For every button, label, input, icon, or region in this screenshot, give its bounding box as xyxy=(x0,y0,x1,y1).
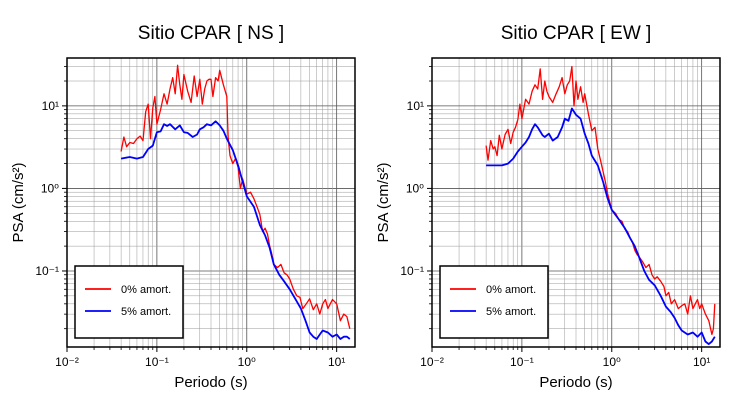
y-tick-label: 10⁰ xyxy=(406,181,424,195)
x-axis-label: Periodo (s) xyxy=(539,374,612,391)
legend-label: 0% amort. xyxy=(121,284,171,296)
series-line-blue xyxy=(120,120,351,340)
y-tick-label: 10⁰ xyxy=(41,181,59,195)
chart-title: Sitio CPAR [ NS ] xyxy=(138,23,284,44)
x-tick-label: 10⁻¹ xyxy=(145,355,169,369)
series-line-red xyxy=(485,65,716,336)
legend: 0% amort. 5% amort. xyxy=(74,265,184,339)
legend: 0% amort. 5% amort. xyxy=(439,265,549,339)
y-tick-label: 10¹ xyxy=(407,99,424,113)
legend-box xyxy=(439,265,549,339)
y-tick-label: 10⁻¹ xyxy=(400,264,424,278)
legend-label: 5% amort. xyxy=(121,306,171,318)
x-tick-label: 10⁰ xyxy=(603,355,621,369)
legend-label: 0% amort. xyxy=(486,284,536,296)
y-tick-label: 10¹ xyxy=(42,99,59,113)
x-tick-label: 10⁻² xyxy=(55,355,79,369)
x-tick-label: 10⁻¹ xyxy=(510,355,534,369)
legend-box xyxy=(74,265,184,339)
series-line-blue xyxy=(486,107,716,345)
y-axis-label: PSA (cm/s²) xyxy=(375,162,392,242)
x-tick-label: 10⁰ xyxy=(238,355,256,369)
chart-panel-2: 10⁻² 10⁻¹ 10⁰ 10¹ 10⁻¹ 10⁰ 10¹ Sitio CPAR [ EW … xyxy=(375,23,721,391)
series-line-red xyxy=(120,64,351,329)
x-tick-label: 10⁻² xyxy=(420,355,444,369)
chart-title: Sitio CPAR [ EW ] xyxy=(501,23,652,44)
y-tick-label: 10⁻¹ xyxy=(35,264,59,278)
y-axis-label: PSA (cm/s²) xyxy=(10,162,27,242)
chart-panel-1: 10⁻² 10⁻¹ 10⁰ 10¹ 10⁻¹ 10⁰ 10¹ Sitio CPAR [ NS … xyxy=(10,23,356,391)
x-tick-label: 10¹ xyxy=(693,355,710,369)
x-axis-label: Periodo (s) xyxy=(174,374,247,391)
legend-label: 5% amort. xyxy=(486,306,536,318)
x-tick-label: 10¹ xyxy=(328,355,345,369)
